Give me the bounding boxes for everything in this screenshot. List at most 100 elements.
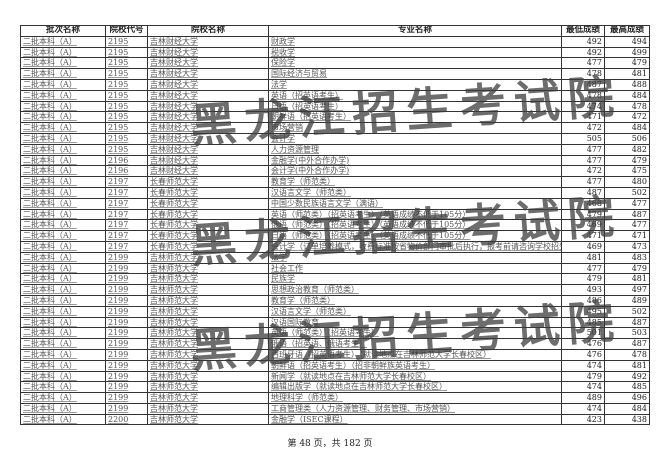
batch-cell: 二批本科（A） bbox=[20, 176, 106, 188]
batch-cell: 二批本科（A） bbox=[20, 359, 106, 372]
major-cell: 汉语言文学（师范类） bbox=[268, 186, 562, 199]
batch-cell: 二批本科（A） bbox=[20, 68, 106, 80]
school-name-cell: 吉林财经大学 bbox=[147, 111, 269, 124]
school-name-cell: 吉林师范大学 bbox=[147, 273, 269, 286]
major-cell: 国际经济与贸易 bbox=[268, 68, 562, 80]
school-code-cell: 2199 bbox=[105, 402, 148, 415]
school-code-cell: 2199 bbox=[105, 273, 148, 286]
school-code-cell: 2197 bbox=[105, 230, 148, 242]
major-cell: 汉语国际教育 bbox=[268, 316, 562, 329]
max-score-cell: 484 bbox=[604, 89, 650, 102]
table-row: 二批本科（A） 2195 吉林财经大学 保险学 477 479 bbox=[20, 57, 650, 70]
min-score-cell: 469 bbox=[561, 219, 605, 232]
school-name-cell: 吉林师范大学 bbox=[147, 381, 269, 394]
table-row: 二批本科（A） 2195 吉林财经大学 英语（招英语考生） 478 484 bbox=[20, 89, 650, 102]
batch-cell: 二批本科（A） bbox=[20, 251, 106, 264]
table-row: 二批本科（A） 2199 吉林师范大学 法学 481 483 bbox=[20, 251, 650, 264]
school-code-cell: 2199 bbox=[105, 327, 148, 340]
school-name-cell: 吉林财经大学 bbox=[147, 35, 269, 48]
batch-cell: 二批本科（A） bbox=[20, 273, 106, 286]
max-score-cell: 438 bbox=[604, 413, 650, 426]
min-score-cell: 469 bbox=[561, 240, 605, 253]
table-row: 二批本科（A） 2199 吉林师范大学 思想政治教育（师范类） 493 497 bbox=[20, 284, 650, 296]
min-score-cell: 477 bbox=[561, 262, 605, 275]
batch-cell: 二批本科（A） bbox=[20, 143, 106, 156]
school-code-cell: 2195 bbox=[105, 78, 148, 91]
school-code-cell: 2195 bbox=[105, 100, 148, 113]
school-code-cell: 2199 bbox=[105, 370, 148, 383]
max-score-cell: 481 bbox=[604, 68, 650, 80]
major-cell: 人力资源管理 bbox=[268, 143, 562, 156]
min-score-cell: 468 bbox=[561, 197, 605, 210]
school-name-cell: 吉林师范大学 bbox=[147, 262, 269, 275]
min-score-cell: 476 bbox=[561, 338, 605, 350]
min-score-cell: 477 bbox=[561, 176, 605, 188]
min-score-cell: 492 bbox=[561, 35, 605, 48]
table-row: 二批本科（A） 2199 吉林师范大学 编辑出版学（就读地点在吉林师范大学长春校区） 4… bbox=[20, 381, 650, 394]
school-name-cell: 吉林财经大学 bbox=[147, 46, 269, 59]
school-name-cell: 吉林财经大学 bbox=[147, 122, 269, 134]
min-score-cell: 479 bbox=[561, 370, 605, 383]
max-score-cell: 483 bbox=[604, 251, 650, 264]
school-code-cell: 2195 bbox=[105, 122, 148, 134]
min-score-cell: 485 bbox=[561, 316, 605, 329]
batch-cell: 二批本科（A） bbox=[20, 284, 106, 296]
batch-cell: 二批本科（A） bbox=[20, 100, 106, 113]
min-score-cell: 472 bbox=[561, 122, 605, 134]
min-score-cell: 471 bbox=[561, 111, 605, 124]
batch-cell: 二批本科（A） bbox=[20, 348, 106, 361]
batch-cell: 二批本科（A） bbox=[20, 219, 106, 232]
major-cell: 会计学 bbox=[268, 132, 562, 145]
min-score-cell: 476 bbox=[561, 348, 605, 361]
school-code-cell: 2195 bbox=[105, 68, 148, 80]
max-score-cell: 487 bbox=[604, 338, 650, 350]
major-cell: 金融学(中外合作办学) bbox=[268, 154, 562, 167]
batch-cell: 二批本科（A） bbox=[20, 154, 106, 167]
max-score-cell: 473 bbox=[604, 240, 650, 253]
table-row: 二批本科（A） 2196 吉林财经大学 会计学(中外合作办学) 472 475 bbox=[20, 165, 650, 178]
school-name-cell: 吉林财经大学 bbox=[147, 100, 269, 113]
school-name-cell: 吉林师范大学 bbox=[147, 392, 269, 404]
major-cell: 税收学 bbox=[268, 46, 562, 59]
max-score-cell: 477 bbox=[604, 219, 650, 232]
table-row: 二批本科（A） 2197 长春师范大学 日语（师范类）（招英语考生）（英语成绩不低于1… bbox=[20, 230, 650, 242]
min-score-cell: 479 bbox=[561, 208, 605, 221]
column-header: 批次名称 bbox=[20, 25, 106, 37]
major-cell: 教育学（师范类） bbox=[268, 294, 562, 307]
table-row: 二批本科（A） 2199 吉林师范大学 西班牙语（招英语考生）（就读地点在吉林师范大学… bbox=[20, 348, 650, 361]
table-row: 二批本科（A） 2199 吉林师范大学 民族学 479 481 bbox=[20, 273, 650, 286]
table-row: 二批本科（A） 2197 长春师范大学 教育学（师范类） 477 480 bbox=[20, 176, 650, 188]
major-cell: 英语（招英语考生） bbox=[268, 89, 562, 102]
table-row: 二批本科（A） 2195 吉林财经大学 国际经济与贸易 478 481 bbox=[20, 68, 650, 80]
school-code-cell: 2197 bbox=[105, 240, 148, 253]
school-code-cell: 2195 bbox=[105, 57, 148, 70]
school-name-cell: 长春师范大学 bbox=[147, 240, 269, 253]
school-code-cell: 2199 bbox=[105, 381, 148, 394]
major-cell: 日语（师范类）（招英语考生）（英语成绩不低于105分） bbox=[268, 230, 562, 242]
batch-cell: 二批本科（A） bbox=[20, 370, 106, 383]
school-name-cell: 长春师范大学 bbox=[147, 186, 269, 199]
min-score-cell: 489 bbox=[561, 392, 605, 404]
max-score-cell: 485 bbox=[604, 381, 650, 394]
batch-cell: 二批本科（A） bbox=[20, 240, 106, 253]
batch-cell: 二批本科（A） bbox=[20, 35, 106, 48]
major-cell: 编辑出版学（就读地点在吉林师范大学长春校区） bbox=[268, 381, 562, 394]
major-cell: 英语（师范类）（招英语考生）（英语成绩不低于105分） bbox=[268, 208, 562, 221]
table-row: 二批本科（A） 2197 长春师范大学 英语（师范类）（招英语考生）（英语成绩不低于1… bbox=[20, 208, 650, 221]
school-name-cell: 吉林师范大学 bbox=[147, 370, 269, 383]
school-code-cell: 2199 bbox=[105, 262, 148, 275]
batch-cell: 二批本科（A） bbox=[20, 197, 106, 210]
max-score-cell: 499 bbox=[604, 46, 650, 59]
max-score-cell: 471 bbox=[604, 230, 650, 242]
school-name-cell: 吉林师范大学 bbox=[147, 338, 269, 350]
table-row: 二批本科（A） 2197 长春师范大学 中国少数民族语言文学（满语） 468 477 bbox=[20, 197, 650, 210]
table-row: 二批本科（A） 2195 吉林财经大学 法学 487 488 bbox=[20, 78, 650, 91]
min-score-cell: 492 bbox=[561, 46, 605, 59]
column-header: 院校代号 bbox=[105, 25, 148, 37]
batch-cell: 二批本科（A） bbox=[20, 338, 106, 350]
min-score-cell: 477 bbox=[561, 154, 605, 167]
table-row: 二批本科（A） 2195 吉林财经大学 市场营销 472 484 bbox=[20, 122, 650, 134]
table-row: 二批本科（A） 2196 吉林财经大学 金融学(中外合作办学) 477 479 bbox=[20, 154, 650, 167]
batch-cell: 二批本科（A） bbox=[20, 316, 106, 329]
max-score-cell: 496 bbox=[604, 392, 650, 404]
